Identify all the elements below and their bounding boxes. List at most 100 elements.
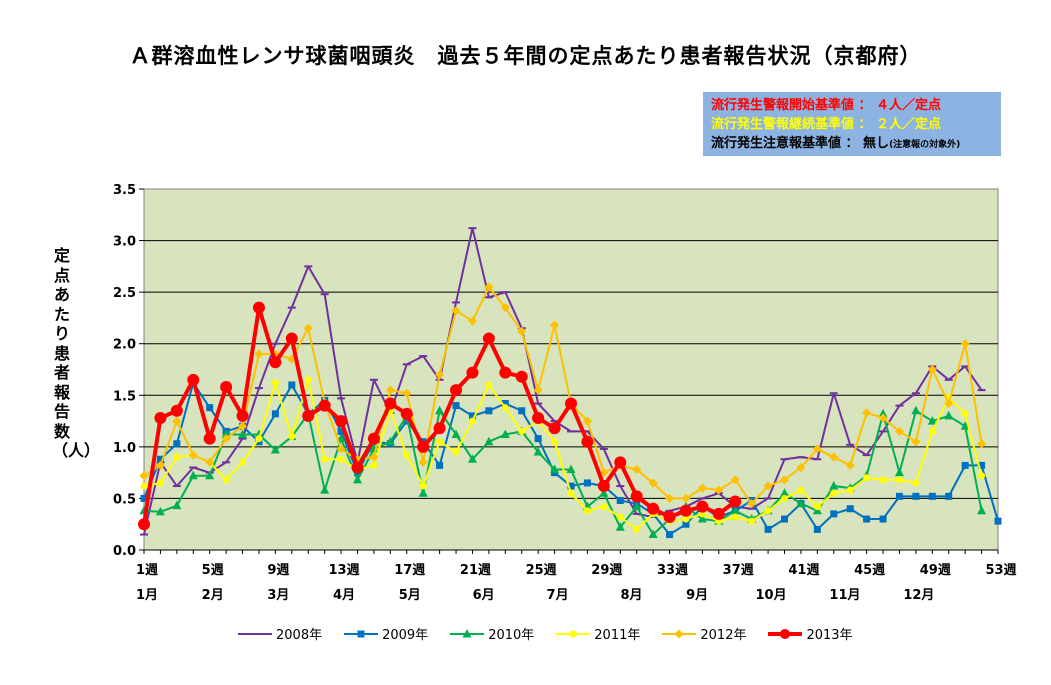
y-tick-label: 2.5: [113, 286, 136, 301]
data-point: [337, 427, 345, 435]
data-point: [485, 381, 493, 389]
data-point: [203, 432, 216, 445]
data-point: [845, 460, 855, 470]
data-point: [679, 504, 692, 517]
data-point: [813, 503, 821, 511]
x-week-label: 49週: [920, 563, 951, 578]
data-point: [418, 488, 428, 497]
data-point: [600, 503, 608, 511]
data-point: [781, 494, 788, 502]
data-point: [238, 421, 248, 431]
legend-item: 2012年: [662, 624, 746, 643]
data-point: [269, 356, 282, 369]
data-point: [878, 408, 888, 418]
data-point: [648, 478, 658, 488]
legend-swatch: [662, 629, 697, 638]
data-point: [400, 407, 413, 420]
data-point: [895, 476, 903, 484]
data-point: [961, 410, 969, 418]
data-point: [304, 376, 312, 384]
data-point: [532, 411, 545, 424]
x-month-label: 5月: [399, 588, 421, 603]
data-point: [173, 453, 181, 461]
x-week-label: 17週: [394, 563, 425, 578]
data-point: [302, 409, 315, 422]
legend-label: 2013年: [806, 628, 853, 643]
data-point: [468, 417, 476, 425]
data-point: [879, 515, 887, 523]
x-week-label: 5週: [202, 563, 224, 578]
data-point: [912, 479, 920, 487]
x-month-label: 8月: [620, 588, 642, 603]
data-point: [697, 483, 707, 493]
data-point: [616, 513, 624, 521]
data-point: [369, 452, 379, 462]
chart-legend: 2008年 2009年 2010年 2011年 2012年 2013年: [238, 624, 853, 643]
legend-label: 2010年: [488, 628, 535, 643]
data-point: [451, 429, 461, 438]
data-point: [288, 381, 296, 389]
data-point: [764, 507, 772, 515]
data-point: [615, 522, 625, 531]
data-point: [894, 467, 904, 477]
data-point: [763, 481, 773, 491]
data-point: [318, 399, 331, 412]
data-point: [433, 422, 446, 435]
data-point: [616, 496, 624, 504]
legend-swatch: [450, 628, 485, 637]
data-point: [797, 486, 805, 494]
data-point: [647, 502, 660, 515]
data-point: [747, 499, 757, 509]
data-point: [419, 482, 427, 490]
data-point: [895, 492, 903, 500]
y-tick-label: 2.0: [113, 338, 136, 353]
data-point: [138, 518, 150, 531]
data-point: [567, 489, 575, 497]
data-point: [238, 429, 248, 438]
legend-label: 2011年: [594, 628, 641, 643]
legend-item: 2009年: [344, 624, 428, 643]
data-point: [994, 517, 1002, 525]
data-point: [271, 410, 279, 418]
data-point: [403, 451, 411, 459]
data-point: [518, 427, 526, 435]
data-point: [927, 416, 937, 425]
data-point: [632, 465, 642, 475]
data-point: [452, 448, 460, 456]
data-point: [960, 421, 970, 430]
data-point: [170, 404, 183, 417]
data-point: [730, 475, 740, 485]
data-point: [550, 320, 560, 330]
data-point: [436, 461, 444, 469]
data-point: [484, 282, 494, 292]
data-point: [239, 458, 247, 466]
data-point: [320, 485, 330, 494]
data-point: [336, 444, 346, 454]
data-point: [748, 517, 756, 525]
data-point: [830, 489, 838, 497]
data-point: [729, 495, 742, 508]
legend-swatch: [344, 630, 379, 637]
data-point: [846, 486, 854, 494]
data-point: [945, 492, 953, 500]
x-week-label: 1週: [136, 563, 158, 578]
data-point: [501, 404, 509, 412]
series-line-2011年: [143, 378, 983, 531]
data-point: [156, 455, 164, 463]
data-point: [385, 385, 395, 395]
data-point: [846, 505, 854, 513]
data-point: [515, 370, 528, 383]
data-point: [172, 416, 182, 426]
data-point: [977, 505, 987, 515]
data-point: [944, 399, 954, 409]
x-month-label: 11月: [829, 588, 860, 603]
data-point: [551, 438, 559, 446]
x-week-label: 29週: [591, 563, 622, 578]
data-point: [696, 500, 709, 513]
data-point: [912, 492, 920, 500]
data-point: [928, 427, 936, 435]
data-point: [829, 481, 839, 490]
legend-swatch: [768, 628, 803, 639]
x-month-label: 10月: [756, 588, 787, 603]
y-tick-label: 1.5: [113, 389, 136, 404]
